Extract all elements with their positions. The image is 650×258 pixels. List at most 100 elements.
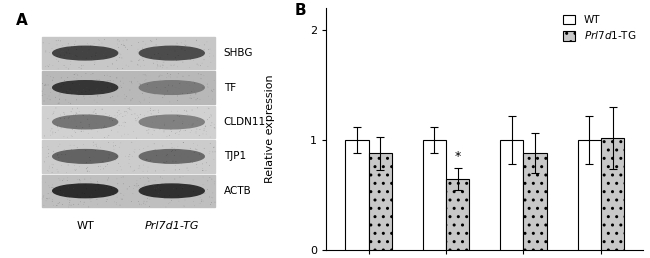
Point [143, 176, 153, 181]
Point [126, 108, 136, 112]
Point [65, 143, 75, 147]
Bar [42, 37, 215, 69]
Point [155, 78, 165, 82]
Point [122, 38, 132, 42]
Point [55, 98, 65, 102]
Point [97, 41, 107, 45]
Point [52, 204, 62, 208]
Point [63, 42, 73, 46]
Point [111, 158, 121, 162]
Point [190, 92, 201, 96]
Point [154, 74, 164, 78]
Point [205, 175, 215, 180]
Point [209, 157, 219, 162]
Point [167, 84, 177, 88]
Point [103, 78, 114, 83]
Point [45, 98, 55, 102]
Point [179, 204, 189, 208]
Point [109, 79, 119, 83]
Point [146, 40, 156, 44]
Point [147, 120, 157, 124]
Point [37, 89, 47, 93]
Point [91, 142, 101, 146]
Point [177, 187, 188, 191]
Legend: WT, $Prl7d1$-TG: WT, $Prl7d1$-TG [561, 13, 638, 44]
Point [192, 165, 202, 170]
Point [98, 159, 108, 164]
Point [210, 200, 220, 204]
Point [47, 112, 57, 116]
Point [131, 136, 142, 140]
Point [192, 39, 202, 43]
Point [62, 194, 73, 198]
Point [101, 45, 112, 50]
Point [172, 98, 183, 102]
Point [178, 175, 188, 179]
Point [140, 79, 150, 83]
Point [57, 152, 68, 157]
Point [47, 132, 58, 136]
Point [50, 95, 60, 99]
Point [125, 165, 136, 169]
Point [72, 90, 83, 94]
Point [135, 112, 146, 117]
Point [42, 97, 53, 101]
Point [86, 199, 96, 203]
Point [112, 177, 122, 181]
Point [48, 203, 58, 207]
Point [41, 83, 51, 87]
Point [82, 41, 92, 45]
Point [77, 49, 88, 53]
Point [46, 129, 56, 133]
Point [116, 176, 126, 180]
Point [196, 64, 206, 68]
Point [184, 74, 194, 78]
Point [200, 124, 211, 128]
Point [118, 39, 129, 43]
Point [169, 63, 179, 67]
Point [127, 60, 137, 64]
Point [112, 49, 123, 53]
Point [177, 91, 188, 95]
Point [125, 99, 136, 103]
Point [85, 55, 96, 59]
Point [136, 49, 146, 53]
Point [58, 111, 69, 115]
Point [148, 109, 159, 113]
Point [187, 108, 198, 112]
Point [120, 45, 131, 49]
Point [40, 92, 50, 96]
Point [74, 177, 85, 181]
Point [88, 140, 99, 144]
Point [38, 194, 49, 198]
Point [135, 64, 146, 68]
Point [128, 169, 138, 173]
Point [75, 181, 86, 185]
Point [166, 63, 176, 67]
Point [55, 97, 65, 101]
Point [198, 122, 208, 126]
Point [170, 85, 181, 90]
Point [125, 108, 135, 112]
Point [162, 89, 173, 93]
Point [94, 187, 104, 191]
Point [107, 94, 118, 98]
Point [198, 166, 208, 171]
Point [62, 75, 73, 79]
Point [118, 42, 129, 46]
Point [162, 66, 172, 70]
Point [114, 124, 124, 128]
Point [159, 60, 169, 64]
Point [67, 107, 77, 111]
Point [171, 44, 181, 48]
Point [53, 67, 64, 71]
Point [133, 59, 144, 63]
Point [209, 126, 220, 130]
Point [139, 113, 150, 117]
Point [56, 76, 66, 80]
Point [164, 74, 174, 78]
Point [86, 193, 97, 197]
Point [72, 146, 83, 150]
Point [39, 99, 49, 103]
Point [166, 149, 177, 154]
